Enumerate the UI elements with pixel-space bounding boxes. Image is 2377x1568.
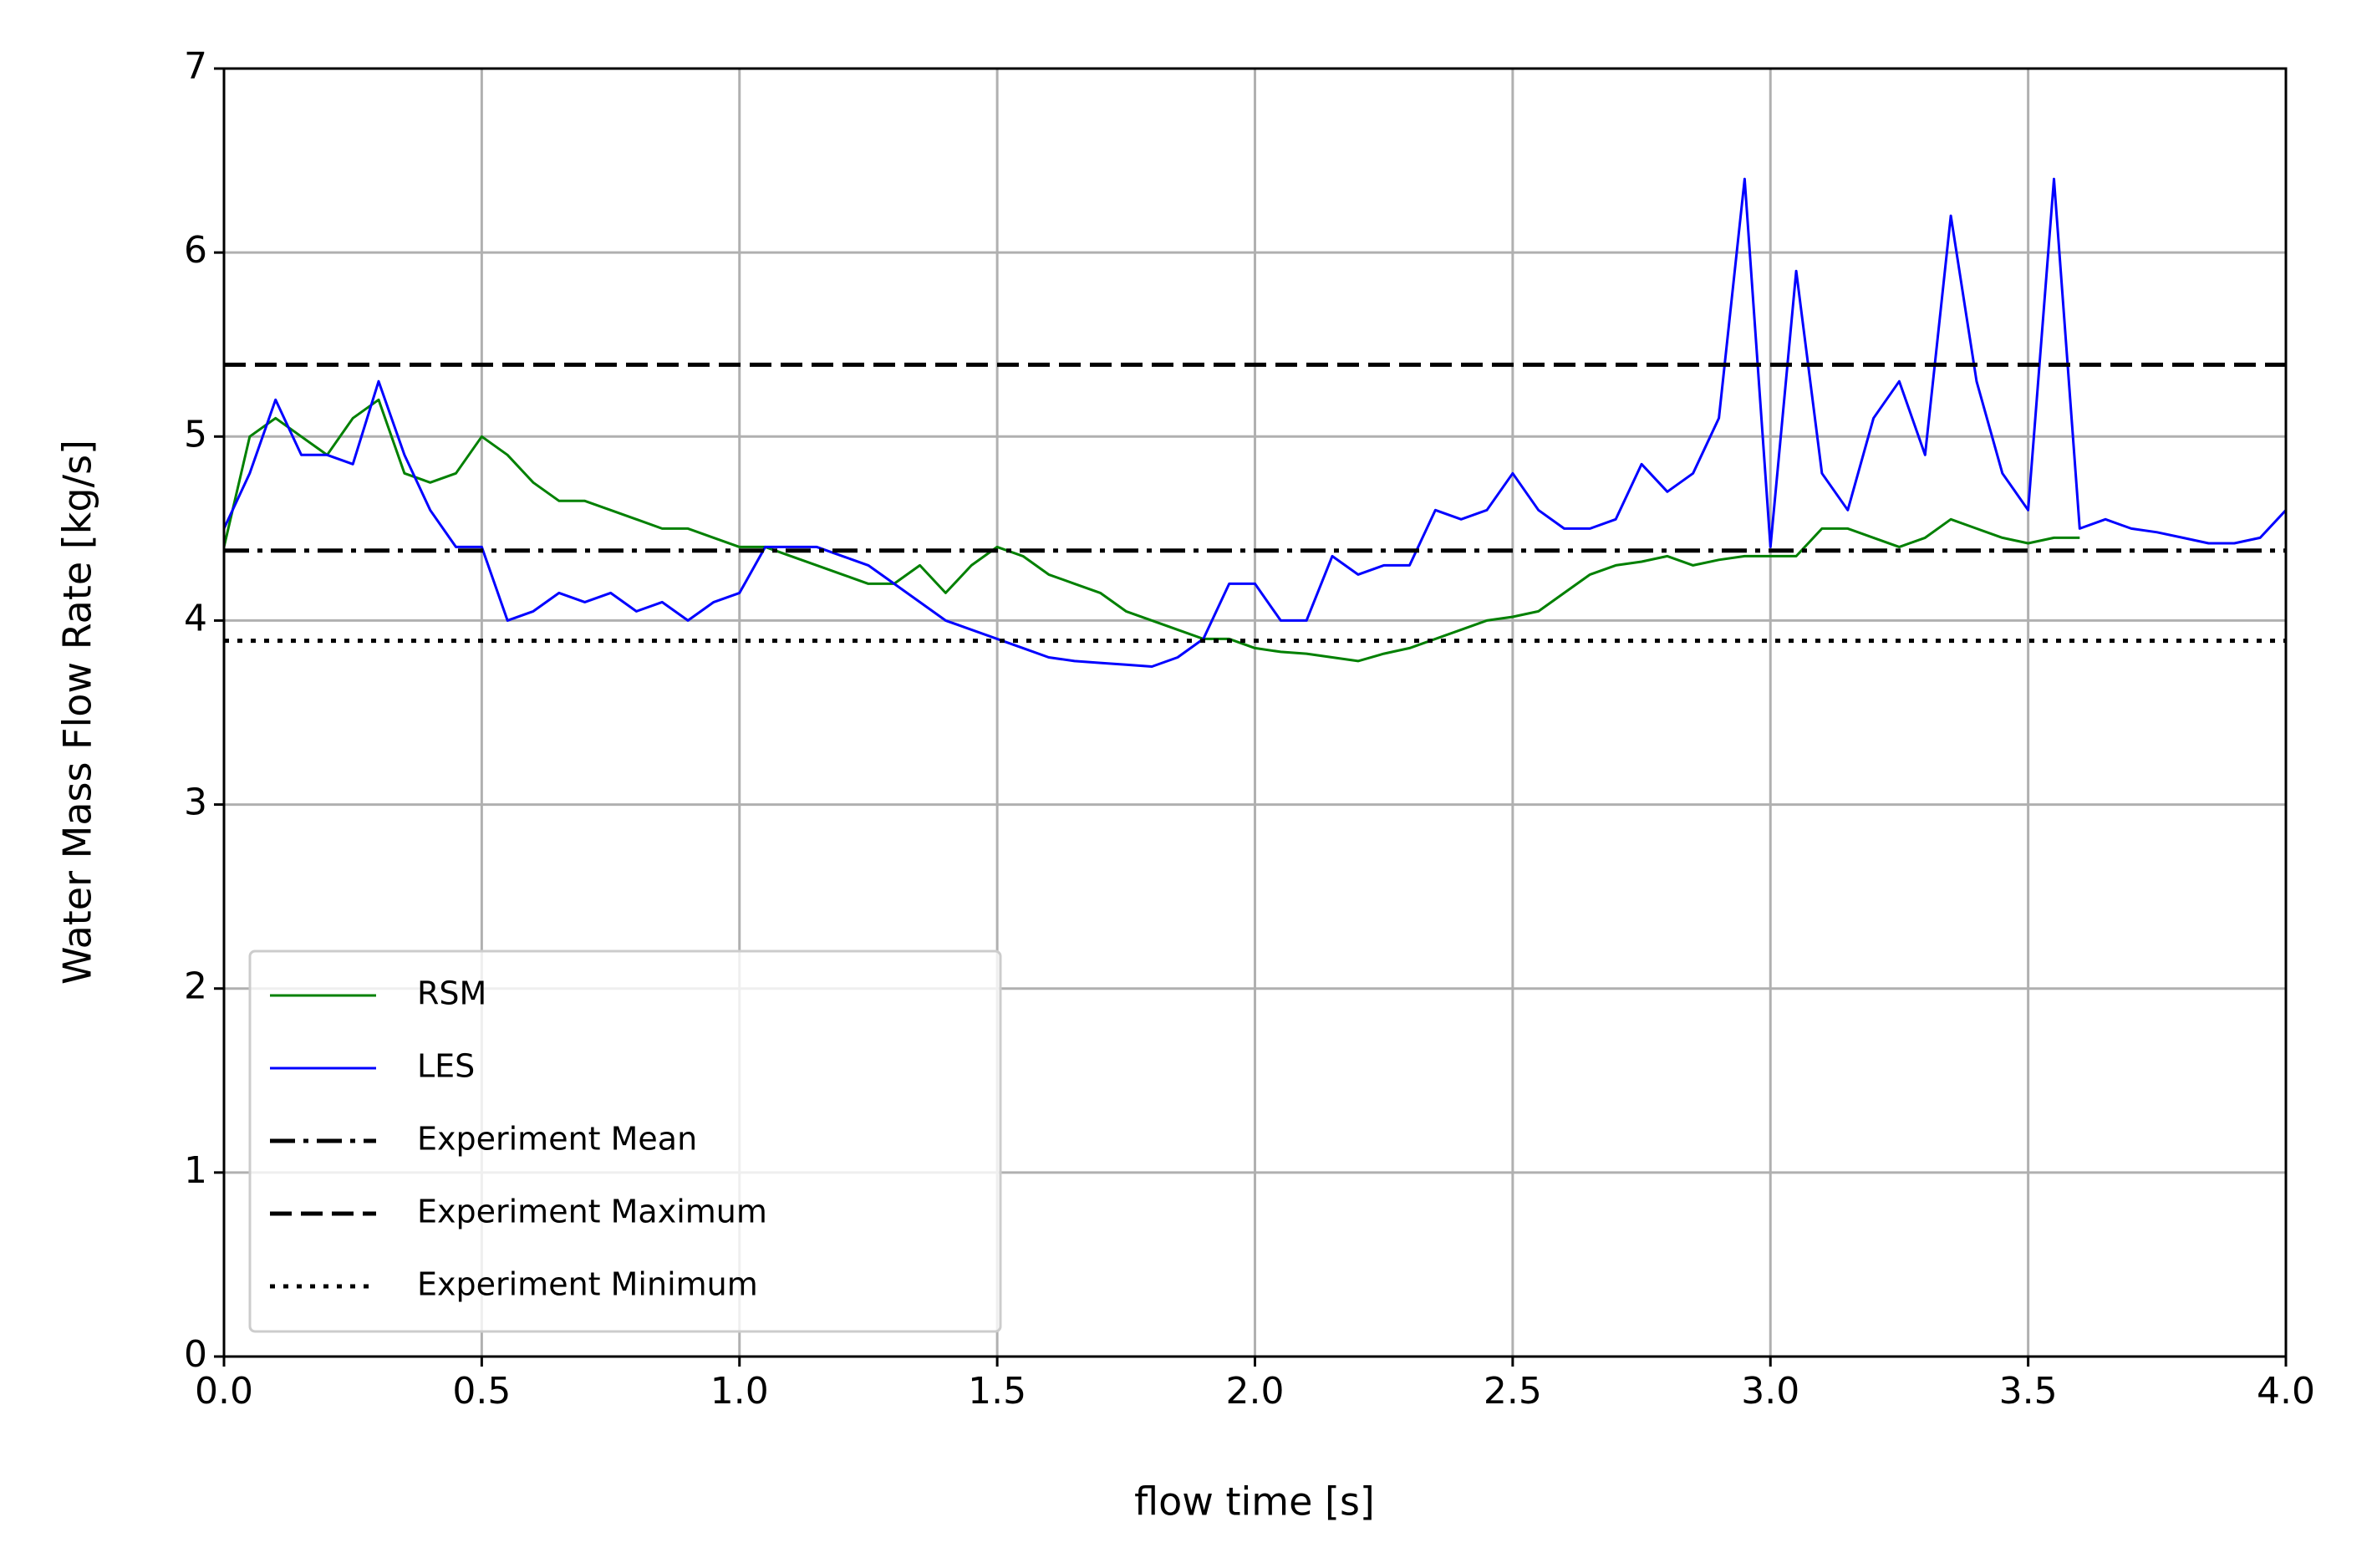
legend-label: Experiment Maximum [417,1194,767,1230]
y-tick-label: 2 [184,965,207,1008]
x-tick-label: 2.0 [1226,1370,1285,1413]
y-tick-label: 6 [184,229,207,272]
legend-label: LES [417,1048,475,1085]
x-tick-label: 3.5 [1999,1370,2058,1413]
data-line [222,177,2288,668]
y-tick-label: 4 [184,597,207,639]
legend-box [248,949,1002,1333]
x-tick-label: 2.5 [1484,1370,1542,1413]
y-tick-label: 5 [184,413,207,456]
legend-label: RSM [417,975,486,1012]
x-tick-label: 4.0 [2257,1370,2315,1413]
legend-label: Experiment Minimum [417,1266,758,1303]
y-tick-label: 1 [184,1149,207,1192]
y-tick-label: 3 [184,781,207,824]
x-tick-label: 0.0 [195,1370,253,1413]
legend-label: Experiment Mean [417,1121,697,1158]
x-tick-label: 1.0 [710,1370,769,1413]
y-axis-label: Water Mass Flow Rate [kg/s] [55,440,100,985]
plot-frame [222,67,2288,1358]
x-tick-label: 0.5 [452,1370,511,1413]
x-axis-label: flow time [s] [1134,1479,1375,1525]
y-tick-label: 7 [184,45,207,88]
x-tick-label: 3.0 [1741,1370,1799,1413]
y-tick-label: 0 [184,1333,207,1376]
x-tick-label: 1.5 [968,1370,1026,1413]
data-line [222,398,2080,663]
